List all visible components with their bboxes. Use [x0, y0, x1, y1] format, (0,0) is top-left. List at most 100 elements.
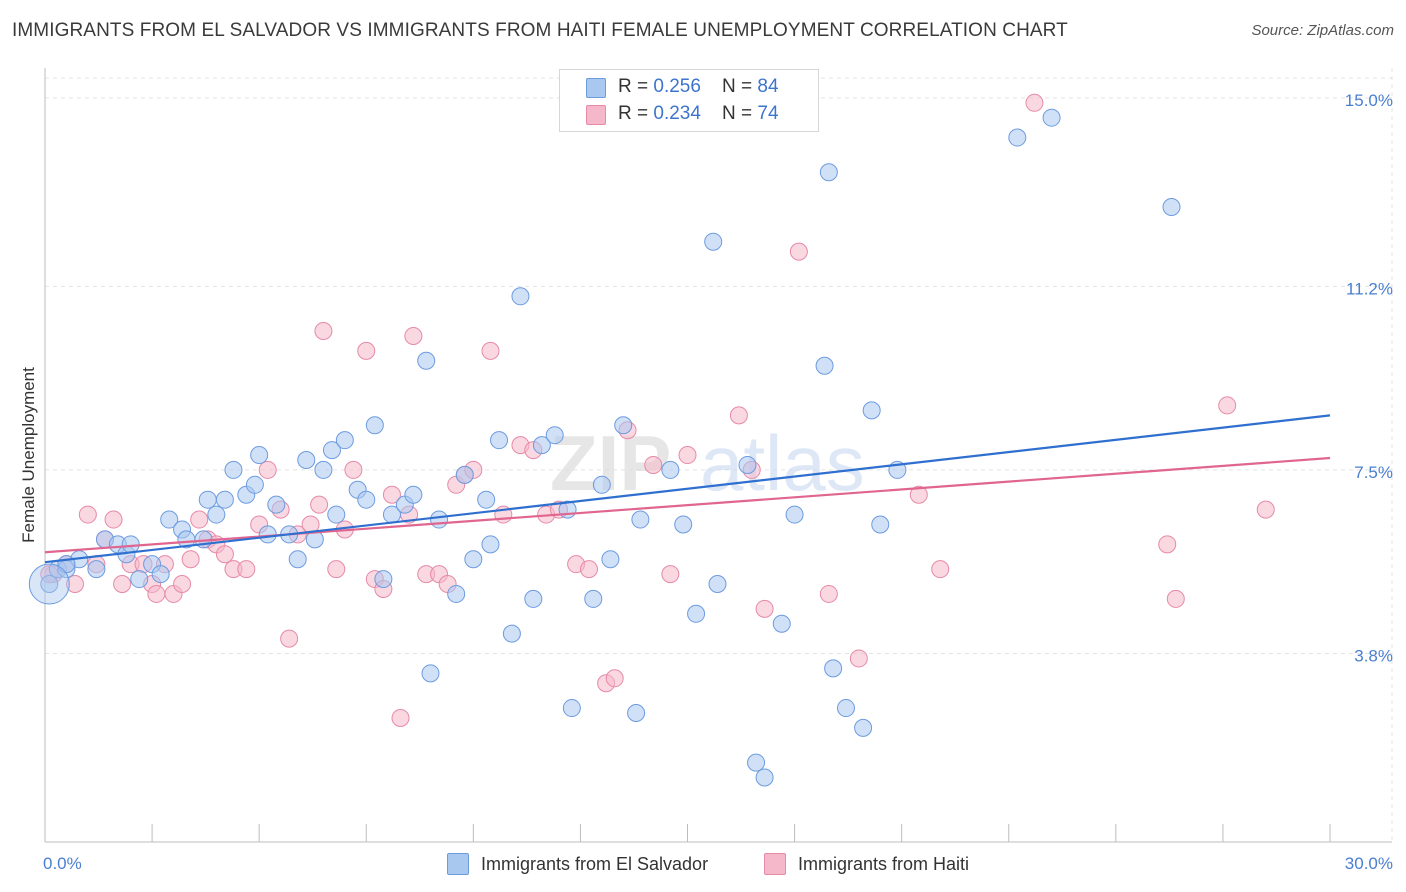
haiti-point [605, 669, 624, 688]
haiti-point [113, 575, 132, 594]
el-salvador-point [562, 699, 581, 718]
el-salvador-point [1042, 108, 1061, 127]
haiti-point [65, 575, 84, 594]
el-salvador-point [511, 287, 530, 306]
el-salvador-point [464, 550, 483, 569]
haiti-point [1218, 396, 1237, 415]
el-salvador-point [871, 515, 890, 534]
bottom-legend-label-el-salvador: Immigrants from El Salvador [481, 853, 709, 874]
haiti-point [661, 565, 680, 584]
trend-lines [44, 414, 1331, 564]
el-salvador-point [288, 550, 307, 569]
el-salvador-point [365, 416, 384, 435]
haiti-point [789, 242, 808, 261]
el-salvador-point [160, 510, 179, 529]
el-salvador-point [1008, 128, 1027, 147]
el-salvador-point [502, 624, 521, 643]
haiti-point [909, 485, 928, 504]
haiti-point [1158, 535, 1177, 554]
legend-swatch-blue [586, 78, 606, 98]
el-salvador-point [357, 490, 376, 509]
haiti-point [404, 326, 423, 345]
el-salvador-point [455, 465, 474, 484]
bottom-legend-el-salvador: Immigrants from El Salvador [447, 851, 708, 877]
haiti-point [258, 460, 277, 479]
el-salvador-point [477, 490, 496, 509]
el-salvador-point [447, 584, 466, 603]
haiti-point [678, 446, 697, 465]
el-salvador-point [130, 570, 149, 589]
haiti-point [382, 485, 401, 504]
el-salvador-point [121, 535, 140, 554]
el-salvador-point [819, 163, 838, 182]
chart-title: IMMIGRANTS FROM EL SALVADOR VS IMMIGRANT… [12, 20, 1068, 41]
haiti-point [310, 495, 329, 514]
bottom-legend-haiti: Immigrants from Haiti [764, 851, 969, 877]
y-tick-label: 7.5% [1354, 463, 1393, 482]
bottom-legend-label-haiti: Immigrants from Haiti [798, 853, 970, 874]
el-salvador-point [627, 704, 646, 723]
el-salvador-point [198, 490, 217, 509]
el-salvador-point [430, 510, 449, 529]
legend-text-el-salvador: R = 0.256 N = 84 [618, 76, 779, 97]
el-salvador-point [738, 455, 757, 474]
el-salvador-point [327, 505, 346, 524]
el-salvador-point [584, 589, 603, 608]
el-salvador-point [215, 490, 234, 509]
el-salvador-point [592, 475, 611, 494]
haiti-point [173, 575, 192, 594]
el-salvador-point-cluster [28, 563, 70, 605]
el-salvador-point [674, 515, 693, 534]
el-salvador-point [87, 560, 106, 579]
el-salvador-point [524, 589, 543, 608]
y-tick-label: 3.8% [1354, 646, 1393, 665]
series-haiti-points [40, 93, 1275, 727]
el-salvador-point [250, 446, 269, 465]
el-salvador-point [755, 768, 774, 787]
x-tick-label-start: 0.0% [43, 854, 82, 873]
el-salvador-point [335, 431, 354, 450]
haiti-point [849, 649, 868, 668]
el-salvador-point [40, 575, 59, 594]
source-credit: Source: ZipAtlas.com [1251, 22, 1394, 39]
haiti-point [481, 341, 500, 360]
legend: R = 0.256 N = 84 R = 0.234 N = 74 [559, 69, 819, 132]
el-salvador-point [862, 401, 881, 420]
bottom-legend-swatch-pink [764, 853, 786, 875]
haiti-point [181, 550, 200, 569]
el-salvador-point [747, 753, 766, 772]
el-salvador-point [772, 614, 791, 633]
el-salvador-point [1162, 197, 1181, 216]
legend-text-haiti: R = 0.234 N = 74 [618, 103, 779, 124]
haiti-point [1166, 589, 1185, 608]
y-tick-label: 11.2% [1346, 279, 1393, 298]
haiti-trend-line [44, 456, 1331, 554]
el-salvador-point [490, 431, 509, 450]
haiti-point [931, 560, 950, 579]
el-salvador-point [614, 416, 633, 435]
haiti-point [190, 510, 209, 529]
el-salvador-point [404, 485, 423, 504]
haiti-point [1256, 500, 1275, 519]
haiti-point [729, 406, 748, 425]
haiti-point [237, 560, 256, 579]
el-salvador-point [836, 699, 855, 718]
watermark-atlas: atlas [700, 419, 865, 507]
el-salvador-point [704, 232, 723, 251]
el-salvador-point [545, 426, 564, 445]
el-salvador-point [687, 604, 706, 623]
haiti-point [280, 629, 299, 648]
haiti-point [755, 599, 774, 618]
el-salvador-point [532, 436, 551, 455]
legend-r-value: 0.234 [653, 103, 701, 124]
y-axis-label: Female Unemployment [19, 367, 38, 543]
legend-r-value: 0.256 [653, 76, 701, 97]
haiti-point [147, 584, 166, 603]
el-salvador-point [245, 475, 264, 494]
el-salvador-point [631, 510, 650, 529]
haiti-point [819, 584, 838, 603]
haiti-point [215, 545, 234, 564]
el-salvador-point [224, 460, 243, 479]
haiti-point [78, 505, 97, 524]
